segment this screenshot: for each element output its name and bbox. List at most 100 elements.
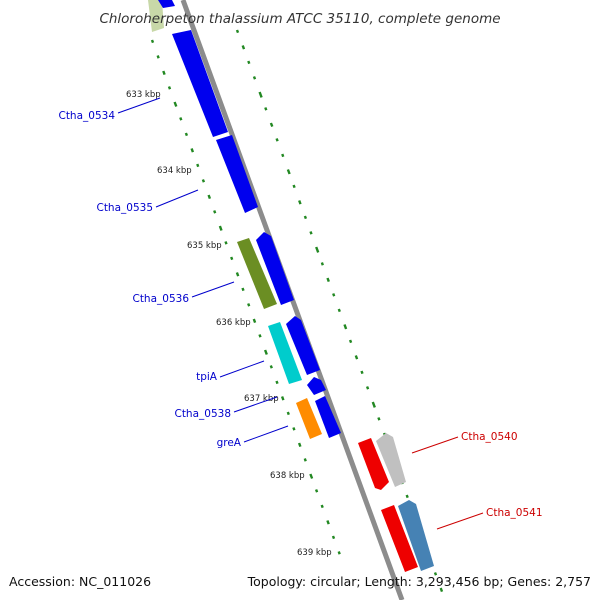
cds-grea-fwd[interactable] — [315, 396, 341, 438]
gc-dot — [292, 427, 296, 431]
gc-dot — [377, 417, 381, 421]
gc-dot — [326, 277, 330, 283]
leader-ctha-0534 — [117, 97, 161, 114]
gc-dot — [213, 210, 217, 214]
gc-dot — [252, 318, 257, 324]
tick-label: 636 kbp — [216, 318, 251, 328]
gc-dot — [297, 442, 302, 448]
leader-ctha-0540 — [411, 436, 459, 454]
gc-dot — [235, 29, 240, 34]
gc-dot — [337, 551, 341, 555]
gc-dot — [264, 107, 268, 111]
gene-label-ctha-0534[interactable]: Ctha_0534 — [58, 110, 115, 122]
gc-dot — [167, 86, 172, 90]
leader-ctha-0535 — [155, 189, 199, 208]
gc-dot — [201, 179, 206, 183]
gc-dot — [162, 70, 166, 76]
cds-tpia-fwd[interactable] — [286, 316, 320, 375]
gc-dot — [439, 587, 444, 593]
genome-title: Chloroherpeton thalassium ATCC 35110, co… — [99, 11, 500, 27]
gc-dot — [303, 215, 308, 220]
gene-label-ctha-0535[interactable]: Ctha_0535 — [96, 202, 153, 214]
gc-dot — [269, 122, 274, 128]
gc-dot — [179, 117, 183, 121]
genome-summary: Topology: circular; Length: 3,293,456 bp… — [247, 574, 591, 589]
gc-dot — [230, 256, 234, 261]
gc-dot — [314, 489, 319, 493]
feature-blue-top[interactable] — [158, 0, 175, 8]
cds-ctha-0535[interactable] — [216, 135, 258, 213]
tick-label: 635 kbp — [187, 241, 222, 251]
tick-label: 639 kbp — [297, 548, 332, 558]
cds-ctha-0538[interactable] — [307, 377, 326, 395]
accession-label: Accession: NC_011026 — [9, 574, 151, 589]
cds-ctha-0540[interactable] — [358, 438, 389, 490]
gene-label-ctha-0538[interactable]: Ctha_0538 — [174, 408, 231, 420]
gc-content-track — [150, 29, 444, 593]
gc-dot — [331, 535, 336, 540]
gene-label-ctha-0540[interactable]: Ctha_0540 — [461, 431, 518, 443]
gene-label-tpia[interactable]: tpiA — [196, 371, 218, 383]
gc-dot — [275, 138, 279, 142]
gc-dot — [286, 169, 291, 175]
gc-dot — [247, 303, 251, 307]
leader-ctha-0536 — [191, 281, 235, 298]
gc-dot — [196, 163, 200, 168]
gc-dot — [258, 91, 263, 98]
gene-labels: Ctha_0534 Ctha_0535 Ctha_0536 tpiA Ctha_… — [58, 110, 542, 519]
gc-dot — [298, 200, 302, 205]
gc-dot — [269, 365, 273, 369]
gc-dot — [281, 153, 285, 158]
feature-track — [148, 0, 434, 572]
cds-tpia[interactable] — [268, 322, 302, 384]
gc-dot — [371, 401, 376, 408]
gc-dot — [360, 370, 364, 375]
gene-label-ctha-0536[interactable]: Ctha_0536 — [132, 293, 189, 305]
gc-dot — [275, 380, 279, 385]
cds-grea[interactable] — [296, 398, 322, 439]
gc-dot — [348, 339, 353, 344]
leader-grea — [243, 425, 289, 443]
gc-dot — [280, 396, 285, 401]
gc-dot — [320, 262, 324, 266]
tick-label: 637 kbp — [244, 394, 279, 404]
gc-dot — [315, 246, 320, 253]
cds-ctha-0536-fwd[interactable] — [256, 232, 294, 305]
gc-dot — [241, 45, 246, 50]
cds-ctha-0540-grey[interactable] — [376, 433, 406, 487]
gc-dot — [365, 386, 370, 390]
gc-dot — [224, 241, 228, 245]
feature-olive-top[interactable] — [148, 0, 164, 32]
kbp-ticks: 633 kbp 634 kbp 635 kbp 636 kbp 637 kbp … — [126, 90, 332, 558]
gc-dot — [292, 184, 296, 189]
gc-dot — [247, 60, 251, 65]
leader-ctha-0541 — [436, 512, 484, 530]
gc-dot — [156, 55, 160, 59]
gc-dot — [303, 458, 307, 462]
tick-label: 634 kbp — [157, 166, 192, 176]
gc-dot — [190, 148, 195, 153]
gc-dot — [326, 520, 330, 525]
tick-label: 638 kbp — [270, 471, 305, 481]
gc-dot — [309, 473, 314, 479]
gc-dot — [258, 334, 262, 338]
gc-dot — [218, 225, 223, 231]
gc-dot — [433, 572, 438, 576]
gene-label-ctha-0541[interactable]: Ctha_0541 — [486, 507, 543, 519]
gc-dot — [309, 231, 313, 235]
cds-ctha-0541-blue[interactable] — [398, 500, 434, 571]
cds-ctha-0534[interactable] — [172, 30, 228, 137]
gc-dot — [286, 411, 290, 416]
gc-dot — [241, 287, 245, 292]
gene-label-grea[interactable]: greA — [217, 437, 242, 449]
gc-dot — [354, 355, 359, 360]
cds-ctha-0536[interactable] — [237, 238, 277, 309]
gc-dot — [252, 76, 257, 80]
gc-dot — [337, 308, 341, 313]
gc-dot — [332, 293, 336, 297]
gc-dot — [184, 132, 189, 137]
leader-tpia — [219, 360, 265, 378]
leader-ctha-0538 — [233, 396, 278, 413]
gc-dot — [150, 39, 155, 44]
cds-ctha-0541[interactable] — [381, 505, 418, 572]
